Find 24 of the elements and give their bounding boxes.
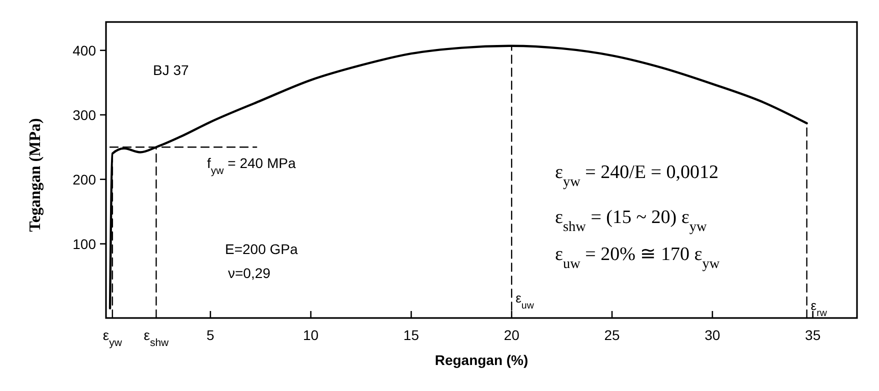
x-tick-label: 30 xyxy=(704,327,720,343)
x-axis-title: Regangan (%) xyxy=(434,352,528,368)
x-tick-label: 15 xyxy=(403,327,420,343)
annotation: f$_{yw}$ = 240 MPa xyxy=(207,155,296,177)
y-axis-title: Tegangan (MPa) xyxy=(27,118,44,232)
y-tick-label: 300 xyxy=(72,106,96,123)
x-tick-label: 25 xyxy=(604,327,620,343)
x-tick-label: 35 xyxy=(805,327,821,343)
annotation: ε$_{yw}$ = 240/E = 0,0012 xyxy=(555,162,718,190)
annotation: ε$_{rw}$ xyxy=(810,298,828,318)
annotation: ε$_{shw}$ = (15 ~ 20) ε$_{yw}$ xyxy=(555,207,708,235)
x-tick-label: 5 xyxy=(206,327,215,343)
x-tick-label: 20 xyxy=(504,327,520,343)
y-tick-label: 100 xyxy=(72,236,96,252)
annotation: E=200 GPa xyxy=(225,241,298,257)
x-tick-label: 10 xyxy=(303,327,319,343)
annotation: ν=0,29 xyxy=(228,265,271,281)
annotation: BJ 37 xyxy=(153,62,190,78)
x-tick-label: ε$_{shw}$ xyxy=(144,327,170,349)
annotation: ε$_{uw}$ = 20% ≅ 170 ε$_{yw}$ xyxy=(555,244,720,272)
y-tick-label: 200 xyxy=(72,171,96,188)
y-tick-label: 400 xyxy=(72,42,96,58)
annotation: ε$_{uw}$ xyxy=(516,290,535,311)
x-tick-label: ε$_{yw}$ xyxy=(102,327,122,349)
